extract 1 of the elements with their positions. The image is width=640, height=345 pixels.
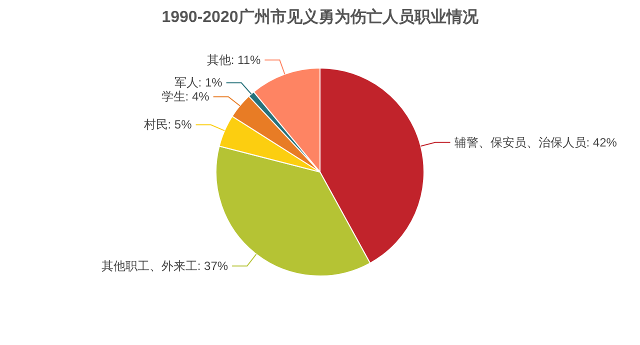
title: 1990-2020广州市见义勇为伤亡人员职业情况 [162,9,478,26]
